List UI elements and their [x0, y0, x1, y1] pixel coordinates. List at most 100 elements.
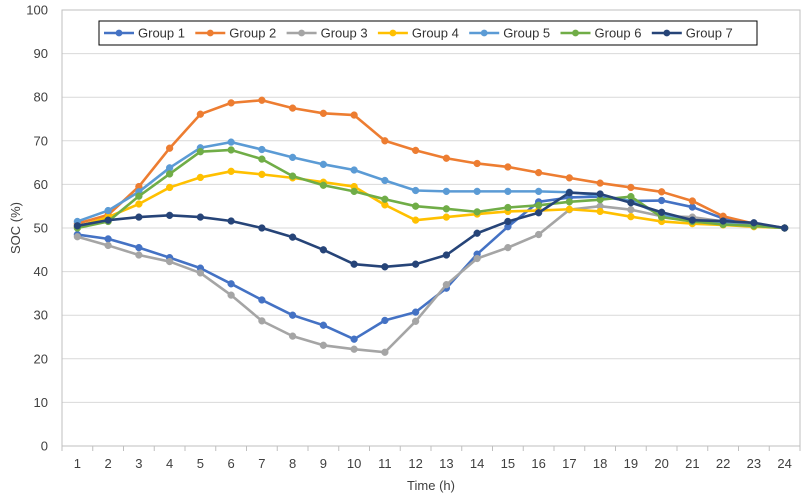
data-point	[534, 187, 543, 196]
data-point	[381, 348, 389, 356]
x-tick-label: 3	[135, 456, 142, 471]
x-tick-label: 12	[408, 456, 422, 471]
x-tick-label: 6	[228, 456, 235, 471]
data-point	[288, 104, 297, 112]
legend-label: Group 7	[686, 26, 733, 41]
x-tick-label: 5	[197, 456, 204, 471]
data-point	[227, 138, 235, 146]
data-point	[534, 201, 543, 209]
data-point	[288, 172, 297, 180]
series-line	[76, 140, 786, 230]
data-point	[258, 170, 266, 179]
y-tick-label: 40	[34, 264, 48, 279]
data-point	[381, 316, 389, 325]
y-tick-label: 60	[34, 177, 48, 192]
legend-swatch-marker	[206, 29, 214, 37]
data-point	[104, 206, 112, 215]
series-line	[76, 170, 786, 230]
y-tick-label: 20	[34, 351, 48, 366]
data-point	[196, 213, 205, 221]
y-tick-label: 30	[34, 308, 48, 323]
data-point	[73, 233, 82, 241]
data-point	[504, 187, 512, 196]
series-line	[76, 98, 786, 230]
data-point	[657, 208, 666, 216]
legend-swatch-marker	[389, 29, 397, 37]
data-point	[350, 166, 358, 174]
data-point	[227, 99, 235, 107]
data-point	[196, 269, 205, 277]
data-point	[350, 111, 358, 119]
data-point	[719, 217, 727, 225]
y-tick-label: 0	[41, 439, 48, 454]
data-point	[411, 260, 420, 268]
x-tick-label: 21	[685, 456, 699, 471]
data-point	[350, 187, 358, 196]
y-tick-label: 80	[34, 90, 48, 105]
data-point	[411, 317, 420, 325]
data-point	[227, 146, 235, 154]
legend-label: Group 5	[503, 26, 550, 41]
data-point	[227, 291, 235, 299]
data-point	[104, 241, 112, 250]
x-tick-label: 7	[258, 456, 265, 471]
data-point	[135, 213, 143, 221]
data-point	[565, 174, 574, 182]
legend-entry: Group 4	[377, 26, 459, 41]
legend-swatch-marker	[572, 29, 579, 37]
data-point	[319, 246, 328, 254]
data-point	[227, 167, 235, 175]
data-point	[442, 251, 451, 259]
data-point	[135, 200, 143, 208]
data-point	[627, 199, 635, 207]
series-group	[73, 96, 789, 356]
data-point	[473, 208, 481, 216]
data-point	[381, 263, 389, 271]
data-point	[411, 186, 420, 195]
data-point	[534, 209, 543, 217]
y-tick-label: 70	[34, 133, 48, 148]
data-point	[165, 144, 174, 152]
legend-swatch-marker	[298, 29, 305, 37]
data-point	[135, 192, 143, 200]
x-tick-label: 13	[439, 456, 453, 471]
data-point	[688, 216, 697, 224]
x-tick-label: 15	[501, 456, 515, 471]
x-tick-label: 24	[777, 456, 791, 471]
data-point	[627, 192, 635, 201]
data-point	[473, 187, 481, 196]
data-point	[565, 198, 574, 206]
data-point	[196, 173, 205, 182]
legend-entry: Group 3	[286, 26, 368, 41]
data-point	[104, 235, 112, 243]
legend-entry: Group 2	[195, 26, 276, 41]
data-point	[504, 163, 512, 171]
series-7	[73, 189, 789, 271]
y-tick-label: 50	[34, 221, 48, 236]
data-point	[504, 243, 512, 252]
data-point	[319, 321, 328, 329]
data-point	[165, 211, 174, 220]
x-tick-label: 23	[747, 456, 761, 471]
legend-entry: Group 7	[651, 26, 733, 41]
legend-label: Group 4	[412, 26, 459, 41]
legend-entry: Group 5	[469, 26, 550, 41]
data-point	[165, 170, 174, 178]
data-point	[350, 335, 358, 343]
y-tick-label: 100	[26, 3, 48, 18]
legend-swatch-marker	[115, 29, 123, 37]
series-line	[76, 195, 786, 341]
data-point	[258, 296, 266, 304]
data-point	[473, 254, 481, 263]
data-point	[688, 197, 697, 205]
data-point	[504, 203, 512, 212]
data-point	[135, 251, 143, 259]
x-tick-label: 8	[289, 456, 296, 471]
data-point	[350, 345, 358, 353]
data-point	[411, 308, 420, 316]
data-point	[596, 207, 604, 216]
data-point	[258, 96, 266, 104]
data-point	[473, 229, 481, 237]
series-4	[73, 167, 789, 232]
